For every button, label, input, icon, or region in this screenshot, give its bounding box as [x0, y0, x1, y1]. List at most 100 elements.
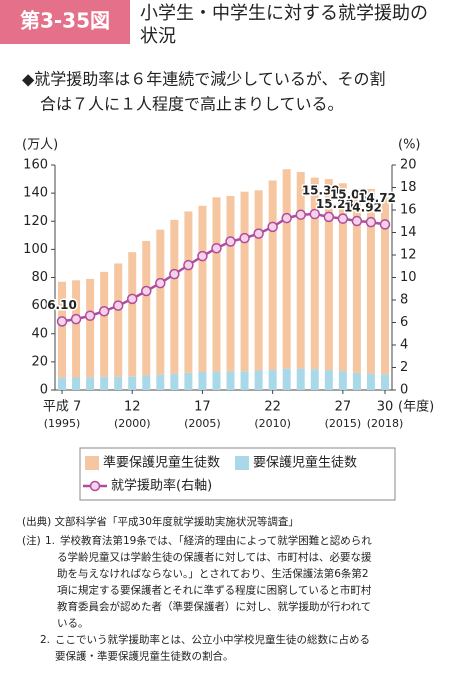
- line-marker: [309, 208, 321, 220]
- data-label: 14.92: [344, 201, 382, 215]
- bar: [324, 179, 333, 371]
- y2-tick-label: 20: [400, 158, 417, 173]
- y2-tick-label: 2: [400, 360, 408, 375]
- x-tick-label: 27: [335, 400, 352, 415]
- data-label: 15.39: [302, 183, 340, 197]
- bar: [352, 372, 361, 390]
- y2-tick-label: 0: [400, 383, 408, 398]
- note-line: 学校教育法第19条では、「経済的理由によって就学困難と認められ: [60, 534, 372, 547]
- line-marker: [70, 313, 82, 325]
- x-tick-label-ad: (2018): [367, 417, 404, 430]
- bar: [198, 372, 207, 390]
- note-line: 助を与えなければならない。」とされており、生活保護法第6条第2: [57, 567, 369, 580]
- line-marker: [211, 243, 222, 254]
- bar: [226, 371, 235, 390]
- bar: [58, 281, 67, 378]
- note-line: 要保護・準要保護児童生徒数の割合。: [55, 650, 234, 663]
- bar: [184, 372, 193, 390]
- y2-tick-label: 8: [400, 293, 408, 308]
- bar: [296, 368, 305, 390]
- badge-bg: [0, 0, 130, 44]
- bar: [296, 172, 305, 369]
- legend-swatch: [85, 456, 99, 470]
- bar: [198, 205, 207, 372]
- y2-unit: (%): [398, 138, 421, 153]
- bar: [254, 370, 263, 390]
- legend-label: 要保護児童生徒数: [253, 455, 357, 471]
- line-marker: [141, 285, 152, 297]
- bar: [128, 252, 137, 377]
- bar: [86, 377, 95, 390]
- x-tick-label-ad: (1995): [44, 417, 81, 430]
- badge: 第3-35図: [20, 9, 110, 33]
- bar: [114, 376, 123, 390]
- bar: [366, 188, 375, 374]
- x-tick-label-ad: (2000): [114, 417, 151, 430]
- bar: [282, 169, 291, 369]
- legend-label: 就学援助率(右軸): [111, 478, 212, 494]
- bar: [338, 183, 347, 372]
- line-marker: [169, 268, 180, 280]
- note-line: ここでいう就学援助率とは、公立小中学校児童生徒の総数に占める: [55, 633, 370, 646]
- note-line: 項に規定する要保護者とそれに準ずる程度に困窮していると市町村: [57, 584, 372, 597]
- y-tick-label: 0: [40, 383, 48, 398]
- line-marker: [323, 211, 335, 223]
- bar: [142, 375, 151, 390]
- bar: [254, 190, 263, 371]
- bar: [72, 280, 81, 378]
- bar: [366, 373, 375, 390]
- line-marker: [253, 228, 264, 239]
- legend-marker: [89, 480, 101, 492]
- data-label: 15.23: [316, 197, 354, 211]
- bar: [72, 377, 81, 390]
- line-marker: [267, 221, 278, 233]
- line-marker: [225, 236, 236, 247]
- y2-tick-label: 16: [400, 203, 417, 218]
- bar: [86, 278, 95, 378]
- bar: [352, 188, 361, 373]
- title: 状況: [140, 26, 176, 47]
- y-tick-label: 20: [31, 354, 48, 369]
- bar: [170, 373, 179, 390]
- bar: [240, 371, 249, 390]
- line-marker: [379, 219, 391, 230]
- title: 小学生・中学生に対する就学援助の: [140, 3, 428, 24]
- bar: [212, 371, 221, 390]
- bar: [268, 370, 277, 390]
- summary: 合は７人に１人程度で高止まりしている。: [40, 95, 344, 114]
- y-tick-label: 60: [31, 298, 48, 313]
- line-marker: [155, 277, 166, 289]
- x-tick-label: 22: [264, 400, 281, 415]
- data-label: 14.72: [358, 191, 396, 205]
- y-tick-label: 100: [23, 242, 48, 257]
- y2-tick-label: 10: [400, 270, 417, 285]
- line-marker: [183, 259, 194, 271]
- bar: [156, 374, 165, 390]
- bar: [212, 197, 221, 372]
- bar: [268, 180, 277, 371]
- x-tick-label: 平成 7: [43, 400, 81, 415]
- bar: [226, 195, 235, 372]
- x-tick-label: 17: [194, 400, 211, 415]
- y-tick-label: 120: [23, 214, 48, 229]
- line-marker: [112, 300, 124, 311]
- bar: [142, 240, 151, 376]
- bar: [100, 376, 109, 390]
- bar: [380, 374, 389, 390]
- bar: [310, 177, 319, 370]
- bar: [240, 191, 249, 372]
- bar: [324, 370, 333, 390]
- line-marker: [337, 213, 349, 224]
- bar: [380, 197, 389, 375]
- note-line: る学齢児童又は学齢生徒の保護者に対しては、市町村は、必要な援: [57, 551, 372, 564]
- summary: ◆就学援助率は６年連続で減少しているが、その割: [22, 70, 386, 89]
- bar: [184, 211, 193, 373]
- legend-label: 準要保護児童生徒数: [103, 455, 220, 471]
- bar: [338, 371, 347, 390]
- y2-tick-label: 14: [400, 225, 417, 240]
- y-tick-label: 80: [31, 270, 48, 285]
- x-tick-label-ad: (2005): [184, 417, 221, 430]
- x-tick-label-ad: (2015): [325, 417, 362, 430]
- bar: [310, 369, 319, 390]
- y2-tick-label: 18: [400, 180, 417, 195]
